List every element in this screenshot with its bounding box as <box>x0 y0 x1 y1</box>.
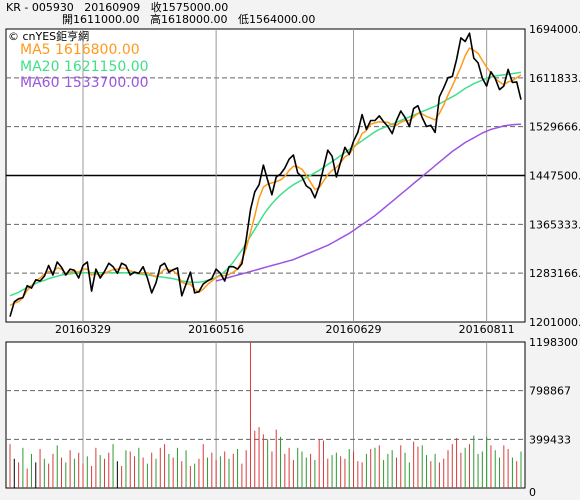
price-line <box>9 32 522 317</box>
price-y-tick-label: 1447500.0 <box>529 170 580 183</box>
header-line-2: 開1611000.00 高1618000.00 低1564000.00 <box>62 13 316 26</box>
brand-label: © cnYES鉅亨網 <box>8 30 90 43</box>
volume-panel-frame <box>5 341 526 489</box>
header-line-1: KR - 005930 20160909 收1575000.00 <box>6 1 229 14</box>
volume-y-tick-label: 1198300 <box>529 336 578 349</box>
x-tick-label: 20160811 <box>459 323 515 336</box>
legend-ma60: MA60 1533700.00 <box>20 75 149 91</box>
x-tick-label: 20160329 <box>55 323 111 336</box>
price-y-tick-label: 1611833.3 <box>529 72 580 85</box>
price-y-tick-label: 1694000.0 <box>529 23 580 36</box>
volume-y-tick-label: 798867 <box>529 385 571 398</box>
volume-y-tick-label: 0 <box>529 486 536 499</box>
x-tick-label: 20160516 <box>188 323 244 336</box>
price-y-tick-label: 1529666.6 <box>529 121 580 134</box>
price-y-tick-label: 1283166.6 <box>529 267 580 280</box>
volume-y-tick-label: 399433 <box>529 433 571 446</box>
legend-ma20: MA20 1621150.00 <box>20 59 149 75</box>
legend-ma5: MA5 1616800.00 <box>20 42 140 58</box>
price-y-tick-label: 1201000.0 <box>529 316 580 329</box>
price-y-tick-label: 1365333.3 <box>529 218 580 231</box>
ma60-line <box>215 123 522 282</box>
x-tick-label: 20160629 <box>326 323 382 336</box>
